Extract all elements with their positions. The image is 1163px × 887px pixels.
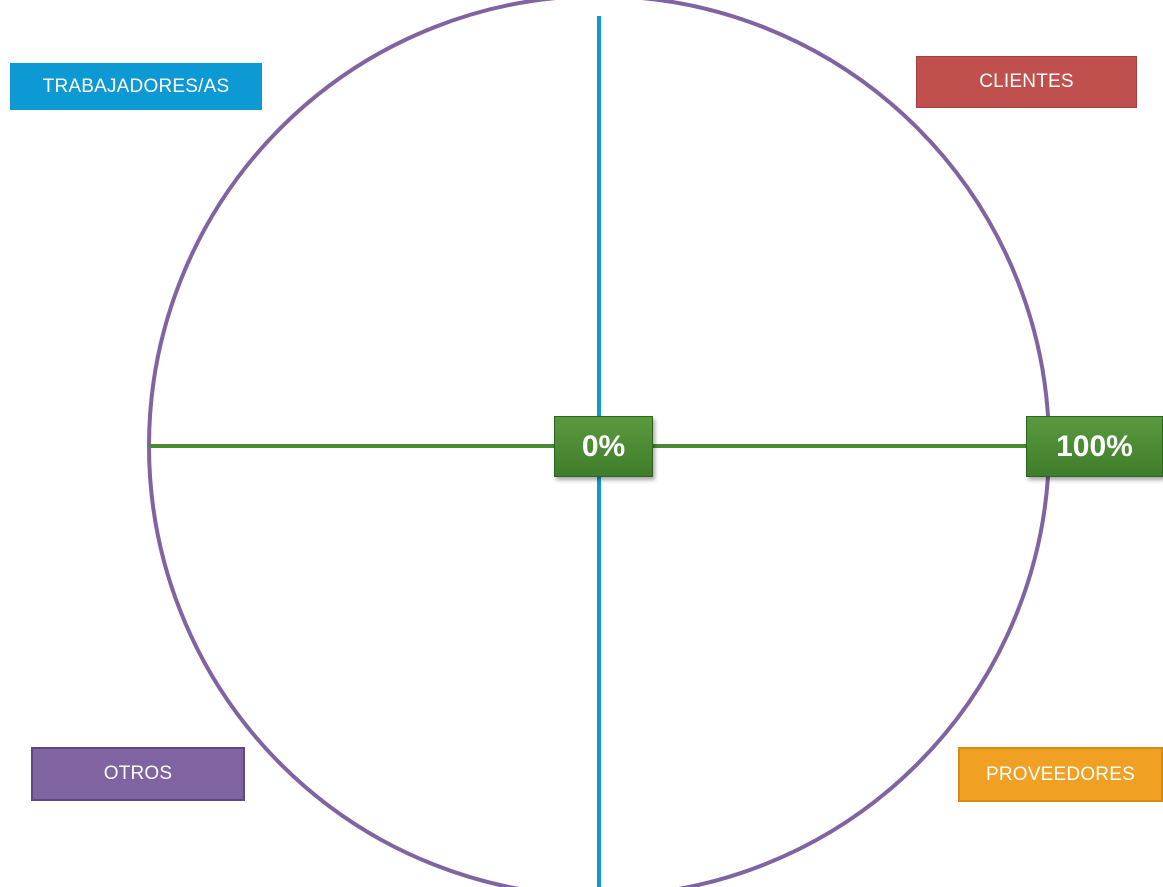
label-proveedores: PROVEEDORES (958, 747, 1163, 802)
scale-badge-zero: 0% (554, 416, 653, 477)
label-trabajadores: TRABAJADORES/AS (10, 63, 262, 110)
label-otros: OTROS (31, 747, 245, 801)
label-clientes: CLIENTES (916, 56, 1137, 108)
scale-badge-hundred: 100% (1026, 416, 1163, 477)
